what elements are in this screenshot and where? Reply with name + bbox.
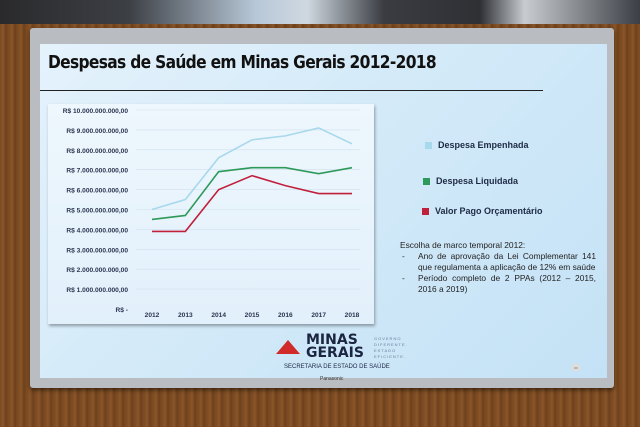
x-tick-label: 2016 (278, 312, 293, 319)
note-item: Ano de aprovação da Lei Complementar 141… (400, 251, 596, 273)
y-tick-label: R$ 1.000.000.000,00 (66, 287, 128, 294)
line-chart: R$ - R$ 1.000.000.000,00 R$ 2.000.000.000,… (48, 104, 374, 324)
slide: Despesas de Saúde em Minas Gerais 2012-2… (40, 44, 607, 378)
mountain-icon (276, 340, 300, 354)
legend-item: Despesa Liquidada (423, 176, 518, 186)
y-tick-label: R$ 10.000.000.000,00 (63, 108, 129, 115)
logo-name: MINAS GERAIS (306, 332, 364, 361)
y-tick-label: R$ 9.000.000.000,00 (66, 128, 128, 135)
chart-canvas: R$ - R$ 1.000.000.000,00 R$ 2.000.000.000,… (63, 108, 360, 319)
slide-title: Despesas de Saúde em Minas Gerais 2012-2… (48, 52, 437, 73)
x-tick-label: 2018 (345, 312, 360, 319)
note-text: Escolha de marco temporal 2012: Ano de a… (400, 240, 596, 295)
x-tick-label: 2013 (178, 312, 193, 319)
legend-item: Valor Pago Orçamentário (422, 206, 543, 216)
legend-swatch (423, 178, 430, 186)
x-tick-label: 2015 (245, 312, 260, 319)
y-tick-label: R$ 2.000.000.000,00 (66, 267, 128, 274)
y-tick-label: R$ 3.000.000.000,00 (66, 247, 128, 254)
x-tick-label: 2014 (211, 312, 226, 319)
y-tick-label: R$ 5.000.000.000,00 (66, 208, 128, 215)
y-tick-label: R$ 4.000.000.000,00 (66, 227, 128, 234)
y-tick-label: R$ - (116, 307, 128, 314)
x-tick-label: 2017 (311, 312, 326, 319)
legend-swatch (425, 142, 432, 150)
title-underline (40, 90, 543, 91)
series-line (151, 166, 353, 221)
minas-gerais-logo: MINAS GERAIS GOVERNO DIFERENTE. ESTADO E… (274, 332, 414, 374)
note-item: Período completo de 2 PPAs (2012 – 2015,… (400, 273, 596, 295)
logo-subtitle: SECRETARIA DE ESTADO DE SAÚDE (284, 364, 390, 370)
series-line (151, 127, 353, 211)
logo-tagline: GOVERNO DIFERENTE. ESTADO EFICIENTE. (374, 336, 408, 359)
legend-item: Despesa Empenhada (425, 140, 529, 150)
series-line (152, 174, 352, 233)
x-tick-label: 2012 (145, 312, 160, 319)
y-tick-label: R$ 7.000.000.000,00 (66, 168, 128, 175)
tv-brand: Panasonic (320, 376, 344, 382)
y-tick-label: R$ 8.000.000.000,00 (66, 148, 128, 155)
y-tick-label: R$ 6.000.000.000,00 (66, 188, 128, 195)
note-list: Ano de aprovação da Lei Complementar 141… (400, 251, 596, 295)
tv-badge: ▭ (572, 364, 580, 371)
note-heading: Escolha de marco temporal 2012: (400, 240, 526, 250)
legend-swatch (422, 208, 429, 216)
